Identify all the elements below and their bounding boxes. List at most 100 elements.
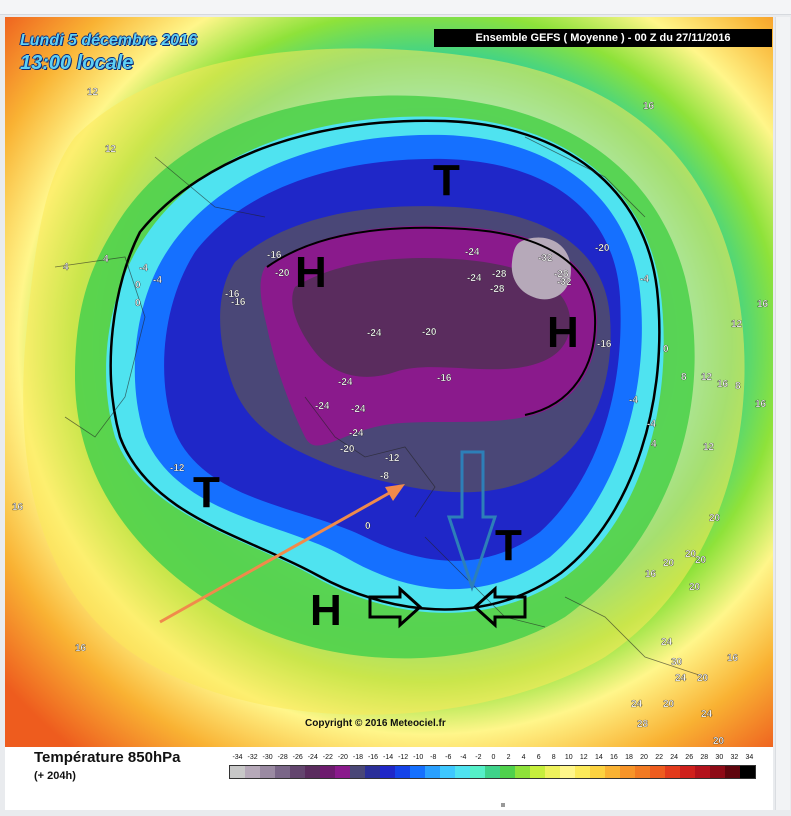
black-right-arrow	[368, 585, 423, 629]
isotherm-value-label: 12	[731, 319, 743, 330]
isotherm-value-label: -4	[153, 275, 162, 286]
isotherm-value-label: 24	[701, 709, 713, 720]
scale-swatch	[470, 766, 485, 778]
isotherm-value-label: 16	[75, 643, 87, 654]
isotherm-value-label: 12	[87, 87, 99, 98]
scale-swatch	[440, 766, 455, 778]
isotherm-value-label: 20	[685, 549, 697, 560]
scale-swatch	[320, 766, 335, 778]
scale-swatch	[620, 766, 635, 778]
high-pressure-label: H	[295, 248, 327, 297]
scale-tick-label: 6	[536, 754, 541, 761]
scale-tick-label: 28	[700, 754, 709, 761]
isotherm-value-label: 20	[663, 558, 675, 569]
scale-swatch	[260, 766, 275, 778]
scale-swatch	[425, 766, 440, 778]
scale-swatch	[455, 766, 470, 778]
isotherm-0	[109, 119, 661, 611]
black-left-arrow	[472, 585, 527, 629]
isotherm-value-label: 8	[681, 372, 687, 383]
scale-swatch	[290, 766, 305, 778]
isotherm-value-label: -16	[437, 373, 452, 384]
scale-swatch	[650, 766, 665, 778]
pressure-center-labels: T H H T T H	[193, 156, 579, 635]
isotherm-value-label: 20	[713, 736, 725, 747]
scale-tick-label: 20	[640, 754, 648, 761]
isotherm-value-label: -4	[629, 395, 638, 406]
scale-swatch	[380, 766, 395, 778]
scale-swatch	[275, 766, 290, 778]
forecast-time: 13:00 locale	[20, 52, 134, 74]
scale-tick-label: -2	[475, 754, 482, 761]
orange-arrow-head	[385, 484, 405, 501]
color-scale-bar	[229, 765, 756, 779]
scale-tick-label: 14	[594, 754, 603, 761]
isotherm-value-label: 4	[103, 254, 109, 265]
isotherm-value-label: -20	[275, 268, 290, 279]
scale-swatch	[395, 766, 410, 778]
isotherm-value-label: 16	[643, 101, 655, 112]
scale-swatch	[485, 766, 500, 778]
scale-swatch	[680, 766, 695, 778]
isotherm-value-label: 8	[735, 381, 741, 392]
vertical-scrollbar[interactable]	[775, 17, 790, 810]
scale-tick-label: 12	[579, 754, 588, 761]
isotherm-value-label: 16	[645, 569, 657, 580]
isotherm-value-label: 20	[697, 673, 709, 684]
isotherm-value-label: 16	[717, 379, 729, 390]
scale-tick-label: 32	[730, 754, 739, 761]
isotherm-value-label: 16	[727, 653, 739, 664]
scale-tick-label: -12	[398, 754, 409, 761]
isotherm-value-label: -16	[267, 250, 282, 261]
isotherm-value-label: -24	[349, 428, 364, 439]
isotherm-value-label: -24	[465, 247, 480, 258]
low-pressure-label: T	[495, 521, 522, 570]
scale-swatch	[365, 766, 380, 778]
scale-tick-label: 8	[551, 754, 556, 761]
scale-tick-label: 0	[491, 754, 496, 761]
dark-purple-core	[292, 257, 571, 377]
isotherm-value-label: 12	[105, 144, 117, 155]
scale-tick-label: -30	[262, 754, 273, 761]
scale-tick-label: 22	[655, 754, 663, 761]
isotherm-value-label: 0	[135, 280, 141, 291]
isotherm-value-label: -20	[595, 243, 610, 254]
isotherm-value-label: -32	[557, 277, 572, 288]
scale-swatch	[725, 766, 740, 778]
isotherm-value-label: 12	[701, 372, 713, 383]
copyright-text: Copyright © 2016 Meteociel.fr	[305, 718, 446, 729]
browser-top-bar	[0, 0, 791, 15]
scale-tick-label: -22	[322, 754, 333, 761]
scale-tick-label: 4	[521, 754, 526, 761]
isotherm-value-label: -24	[367, 328, 382, 339]
high-pressure-label: H	[547, 308, 579, 357]
isotherm-value-label: 0	[663, 344, 669, 355]
isotherm-value-label: -4	[139, 263, 148, 274]
isotherm-value-label: 0	[135, 298, 141, 309]
scale-tick-label: 2	[506, 754, 511, 761]
scale-tick-label: 26	[685, 754, 694, 761]
scale-swatch	[665, 766, 680, 778]
isotherm-value-label: 24	[661, 637, 673, 648]
isotherm-value-label: 24	[675, 673, 687, 684]
isotherm-value-label: -28	[554, 269, 569, 280]
isotherm-value-label: 24	[631, 699, 643, 710]
scale-tick-label: -24	[307, 754, 318, 761]
isotherm-value-label: -28	[490, 284, 505, 295]
blue-down-arrow	[446, 450, 498, 592]
isotherm-value-label: 20	[695, 555, 707, 566]
isotherm-value-label: -16	[231, 297, 246, 308]
isotherm-value-label: -32	[538, 253, 553, 264]
low-pressure-label: T	[193, 468, 220, 517]
scale-swatch	[500, 766, 515, 778]
scale-tick-label: -28	[277, 754, 288, 761]
isotherm-value-label: 30	[671, 657, 683, 668]
scale-tick-label: -20	[337, 754, 348, 761]
isotherm-value-label: -12	[385, 453, 400, 464]
scale-tick-label: -6	[445, 754, 452, 761]
isotherm-value-label: 0	[365, 521, 371, 532]
scale-swatch	[560, 766, 575, 778]
scale-swatch	[305, 766, 320, 778]
scale-tick-label: -8	[430, 754, 437, 761]
resize-handle[interactable]	[501, 803, 505, 807]
